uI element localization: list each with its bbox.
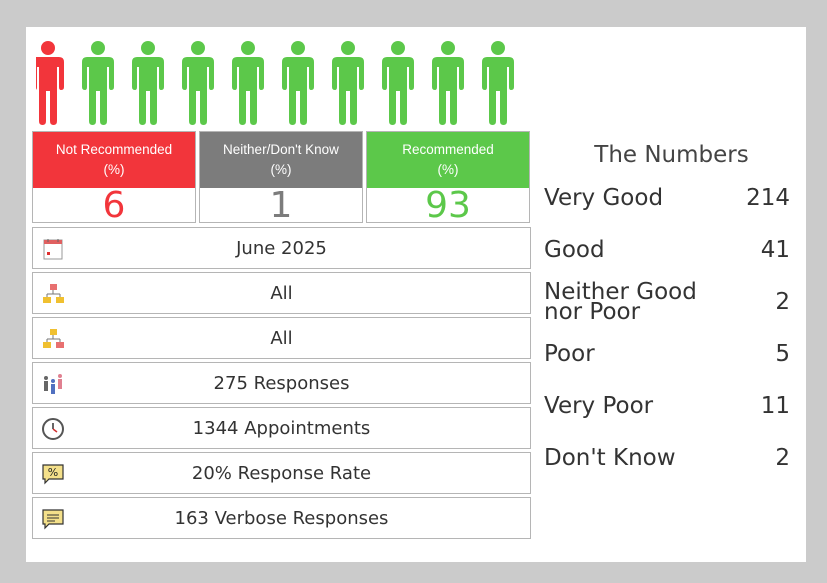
numbers-value: 11 xyxy=(760,393,790,419)
recommended-label: Recommended xyxy=(402,142,494,157)
verbose-row: 163 Verbose Responses xyxy=(32,497,531,539)
recommended-value: 93 xyxy=(425,185,471,226)
site-row: All xyxy=(32,272,531,314)
person-icon xyxy=(332,41,364,125)
svg-text:%: % xyxy=(48,466,58,479)
group-row: All xyxy=(32,317,531,359)
neither-unit: (%) xyxy=(270,162,292,177)
comment-icon xyxy=(42,509,64,530)
numbers-value: 214 xyxy=(746,185,790,211)
org-chart-alt-icon xyxy=(43,329,64,348)
numbers-row-good: Good 41 xyxy=(544,224,790,276)
numbers-row-very-poor: Very Poor 11 xyxy=(544,380,790,432)
person-icon xyxy=(82,41,114,125)
not-recommended-header: Not Recommended (%) xyxy=(33,132,195,188)
appointments-text: 1344 Appointments xyxy=(192,417,371,439)
numbers-row-dont-know: Don't Know 2 xyxy=(544,432,790,484)
calendar-icon xyxy=(43,239,63,260)
numbers-label: Good xyxy=(544,237,605,263)
percent-speech-icon: % xyxy=(42,464,64,485)
responses-text: 275 Responses xyxy=(213,372,350,394)
numbers-value: 5 xyxy=(775,341,790,367)
period-text: June 2025 xyxy=(236,237,327,259)
group-text: All xyxy=(270,327,293,349)
responses-row: 275 Responses xyxy=(32,362,531,404)
numbers-value: 41 xyxy=(760,237,790,263)
period-row: June 2025 xyxy=(32,227,531,269)
numbers-label: Don't Know xyxy=(544,445,676,471)
numbers-label-line2: nor Poor xyxy=(544,299,641,325)
not-recommended-label: Not Recommended xyxy=(55,142,173,157)
person-icon xyxy=(528,41,531,125)
people-pictogram xyxy=(36,41,531,125)
numbers-label: Neither Good nor Poor xyxy=(544,279,697,325)
not-recommended-box: Not Recommended (%) 6 xyxy=(32,131,196,226)
numbers-title: The Numbers xyxy=(594,142,749,168)
response-rate-row: % 20% Response Rate xyxy=(32,452,531,494)
numbers-label: Very Good xyxy=(544,185,664,211)
person-icon xyxy=(282,41,314,125)
recommended-unit: (%) xyxy=(437,162,459,177)
appointments-row: 1344 Appointments xyxy=(32,407,531,449)
people-group-icon xyxy=(44,374,62,394)
clock-icon xyxy=(42,418,64,440)
neither-header: Neither/Don't Know (%) xyxy=(200,132,362,188)
numbers-row-poor: Poor 5 xyxy=(544,328,790,380)
numbers-label-line1: Neither Good xyxy=(544,279,697,305)
numbers-label: Very Poor xyxy=(544,393,654,419)
person-icon xyxy=(382,41,414,125)
numbers-value: 2 xyxy=(775,289,790,315)
not-recommended-unit: (%) xyxy=(103,162,125,177)
recommended-header: Recommended (%) xyxy=(367,132,529,188)
recommended-box: Recommended (%) 93 xyxy=(366,131,530,226)
numbers-value: 2 xyxy=(775,445,790,471)
neither-value: 1 xyxy=(269,185,293,226)
person-icon xyxy=(182,41,214,125)
verbose-text: 163 Verbose Responses xyxy=(174,507,389,529)
not-recommended-value: 6 xyxy=(102,185,126,226)
dashboard-panel: Not Recommended (%) 6 Neither/Don't Know… xyxy=(26,27,806,562)
person-icon xyxy=(232,41,264,125)
person-icon xyxy=(36,41,64,125)
numbers-label: Poor xyxy=(544,341,595,367)
person-icon xyxy=(432,41,464,125)
neither-label: Neither/Don't Know xyxy=(223,142,339,157)
numbers-row-very-good: Very Good 214 xyxy=(544,172,790,224)
person-icon xyxy=(132,41,164,125)
numbers-row-neither: Neither Good nor Poor 2 xyxy=(544,276,790,328)
org-chart-icon xyxy=(43,284,64,303)
neither-box: Neither/Don't Know (%) 1 xyxy=(199,131,363,226)
person-icon xyxy=(482,41,514,125)
site-text: All xyxy=(270,282,293,304)
response-rate-text: 20% Response Rate xyxy=(191,462,372,484)
